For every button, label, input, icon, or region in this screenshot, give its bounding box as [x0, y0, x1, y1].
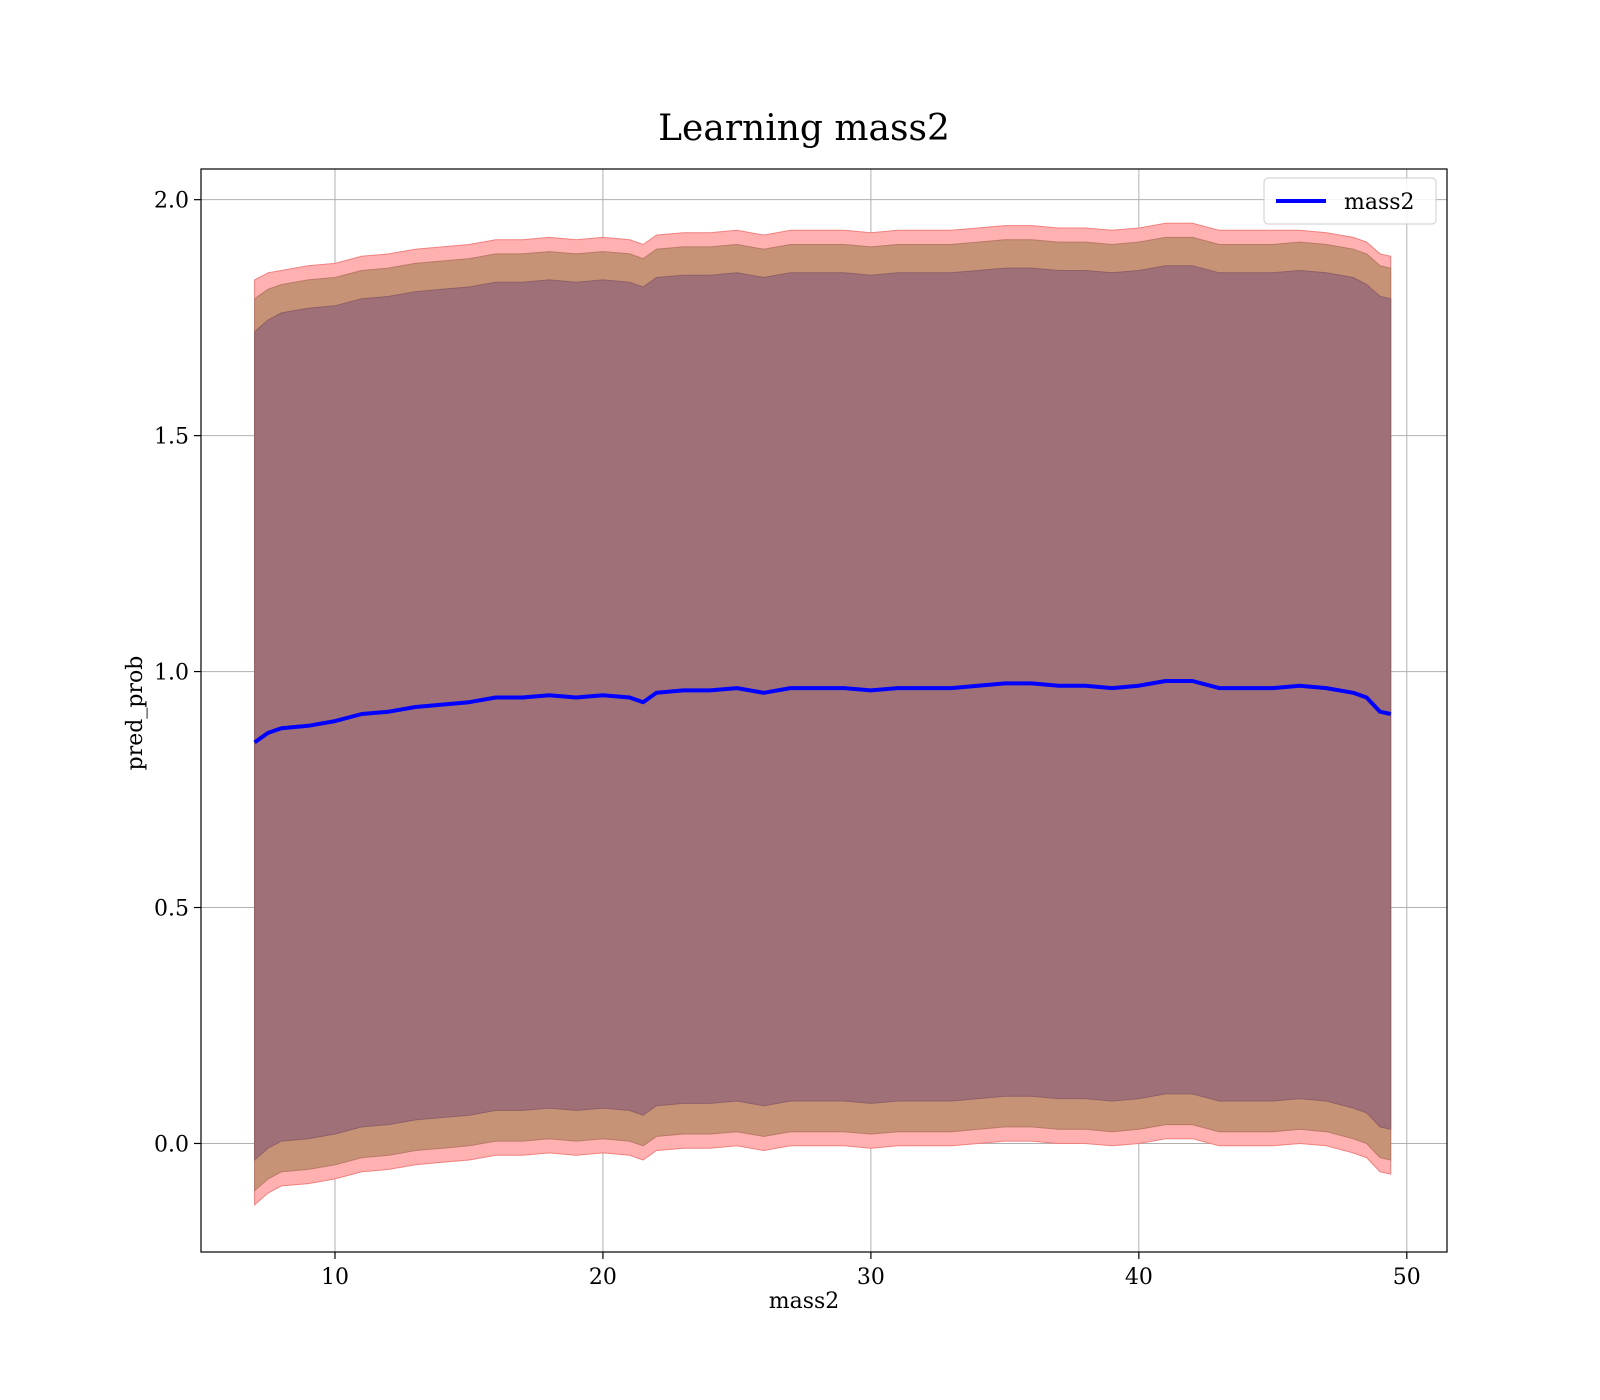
y-tick-label-1: 0.5	[154, 897, 189, 922]
x-tick-label-3: 40	[1125, 1265, 1153, 1290]
x-tick-label-4: 50	[1393, 1265, 1421, 1290]
series-line-mass2	[253, 679, 1392, 745]
confidence-bands	[254, 222, 1392, 1206]
legend: mass2	[1263, 177, 1437, 225]
y-tick-label-3: 1.5	[154, 425, 189, 450]
series-line-layer	[253, 679, 1392, 745]
chart-title: Learning mass2	[658, 108, 950, 149]
y-axis-label: pred_prob	[123, 656, 148, 771]
x-axis-label: mass2	[769, 1289, 840, 1314]
legend-label-mass2: mass2	[1344, 190, 1415, 215]
plot-frame	[200, 168, 1448, 1253]
band-inner	[254, 265, 1392, 1162]
y-tick-label-0: 0.0	[154, 1132, 189, 1157]
x-tick-label-1: 20	[589, 1265, 617, 1290]
x-tick-label-0: 10	[321, 1265, 349, 1290]
y-tick-label-4: 2.0	[154, 189, 189, 214]
x-axis-ticks: 10 20 30 40 50	[321, 1252, 1421, 1290]
y-axis-ticks: 0.0 0.5 1.0 1.5 2.0	[154, 189, 201, 1157]
y-tick-label-2: 1.0	[154, 661, 189, 686]
x-tick-label-2: 30	[857, 1265, 885, 1290]
legend-box	[1263, 177, 1437, 225]
